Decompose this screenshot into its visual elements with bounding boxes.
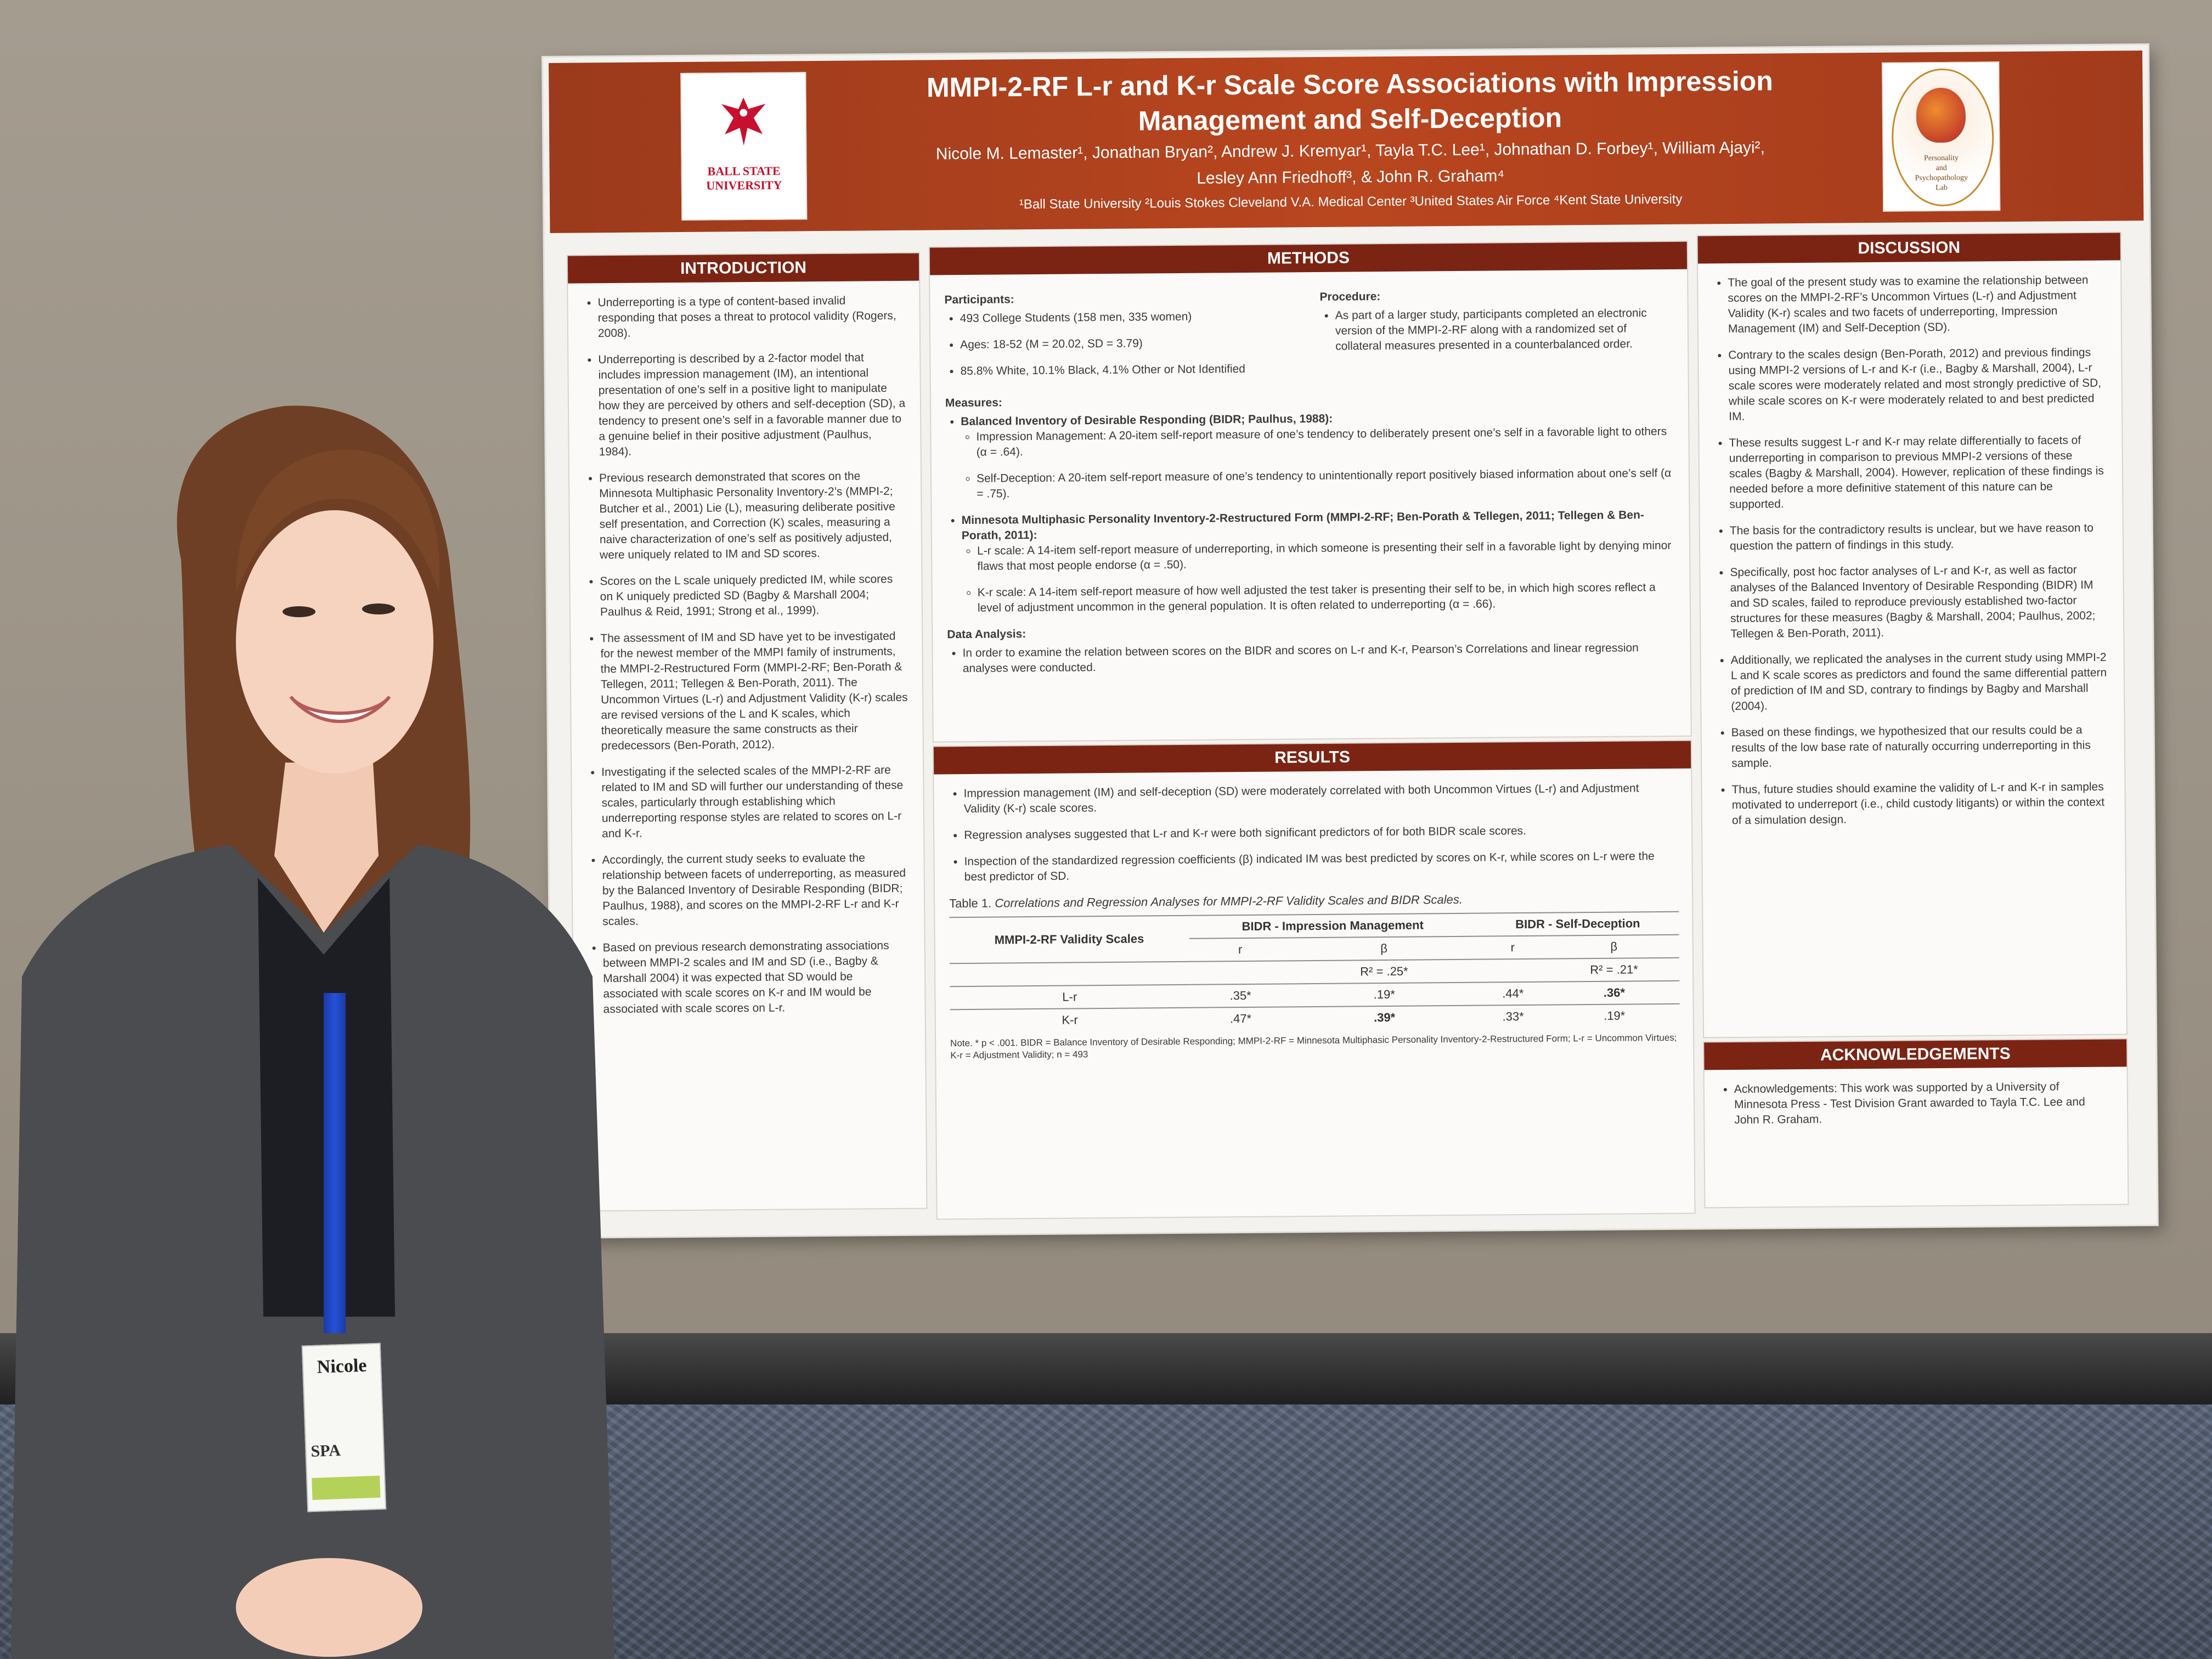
research-poster: BALL STATE UNIVERSITY MMPI-2-RF L-r and … — [543, 45, 2157, 1237]
mmpi-title: Minnesota Multiphasic Personality Invent… — [961, 509, 1644, 543]
bidr-im-text: Impression Management: A 20-item self-re… — [976, 424, 1674, 460]
table-sub-r: r — [1476, 935, 1549, 960]
psych-lab-logo: Personality and Psychopathology Lab — [1882, 61, 2001, 212]
logo-right-line3: Psychopathology — [1915, 173, 1968, 183]
name-badge: Nicole SPA — [301, 1342, 387, 1513]
poster-banner: BALL STATE UNIVERSITY MMPI-2-RF L-r and … — [549, 50, 2144, 233]
table-cell: K-r — [950, 1007, 1190, 1032]
results-bullet: Inspection of the standardized regressio… — [964, 849, 1677, 885]
table-caption: Table 1. Correlations and Regression Ana… — [949, 890, 1678, 911]
cardinal-bird-icon — [721, 97, 766, 146]
table-group-sd: BIDR - Self-Deception — [1476, 911, 1679, 936]
table-row-header: MMPI-2-RF Validity Scales — [949, 915, 1189, 964]
table-cell: .39* — [1291, 1005, 1477, 1030]
discussion-bullet: The goal of the present study was to exa… — [1728, 273, 2107, 337]
table-cell: .36* — [1549, 980, 1680, 1005]
poster-title: MMPI-2-RF L-r and K-r Scale Score Associ… — [834, 63, 1866, 141]
results-section: RESULTS Impression management (IM) and s… — [932, 740, 1696, 1220]
bidr-sd-text: Self-Deception: A 20-item self-report me… — [977, 466, 1674, 502]
head-silhouette-icon — [1916, 87, 1966, 143]
table-r2-sd: R² = .21* — [1548, 957, 1680, 982]
table-caption-prefix: Table 1. — [949, 896, 992, 911]
ball-state-logo: BALL STATE UNIVERSITY — [680, 72, 808, 221]
discussion-heading: DISCUSSION — [1697, 233, 2120, 264]
table-cell: .33* — [1477, 1005, 1549, 1028]
discussion-bullet: These results suggest L-r and K-r may re… — [1729, 433, 2108, 512]
mmpi-kr-text: K-r scale: A 14-item self-report measure… — [978, 580, 1675, 616]
procedure-label: Procedure: — [1319, 290, 1381, 303]
methods-section: METHODS Participants: 493 College Studen… — [928, 240, 1692, 743]
discussion-bullet: Based on these findings, we hypothesized… — [1731, 723, 2111, 771]
table-cell: .47* — [1189, 1007, 1292, 1030]
badge-ribbon — [312, 1475, 381, 1500]
discussion-bullet: Specifically, post hoc factor analyses o… — [1730, 562, 2109, 642]
table-group-im: BIDR - Impression Management — [1189, 913, 1477, 939]
poster-authors: Nicole M. Lemaster¹, Jonathan Bryan², An… — [834, 134, 1866, 195]
discussion-bullet: Thus, future studies should examine the … — [1731, 780, 2111, 828]
results-bullet: Regression analyses suggested that L-r a… — [964, 822, 1677, 843]
badge-org: SPA — [310, 1441, 341, 1461]
results-table: MMPI-2-RF Validity Scales BIDR - Impress… — [949, 911, 1680, 1032]
acknowledgements-heading: ACKNOWLEDGEMENTS — [1704, 1039, 2127, 1070]
table-cell: .44* — [1477, 981, 1549, 1006]
table-cell: L-r — [950, 984, 1190, 1010]
table-r2-im: R² = .25* — [1291, 959, 1477, 984]
logo-right-line2: and — [1936, 163, 1947, 173]
discussion-section: DISCUSSION The goal of the present study… — [1696, 232, 2128, 1039]
table-sub-r: r — [1189, 938, 1291, 962]
participant-item: Ages: 18-52 (M = 20.02, SD = 3.79) — [960, 335, 1298, 353]
measures-label: Measures: — [945, 396, 1002, 410]
discussion-bullet: The basis for the contradictory results … — [1730, 521, 2108, 554]
procedure-text: As part of a larger study, participants … — [1335, 306, 1674, 354]
discussion-bullet: Contrary to the scales design (Ben-Porat… — [1728, 345, 2107, 425]
table-sub-b: β — [1548, 934, 1679, 959]
acknowledgements-section: ACKNOWLEDGEMENTS Acknowledgements: This … — [1703, 1038, 2129, 1209]
logo-right-line4: Lab — [1935, 183, 1948, 193]
badge-name: Nicole — [317, 1355, 368, 1378]
table-cell: .35* — [1189, 984, 1292, 1008]
table-cell: .19* — [1549, 1003, 1680, 1028]
bidr-title: Balanced Inventory of Desirable Respondi… — [961, 412, 1333, 428]
results-bullet: Impression management (IM) and self-dece… — [963, 781, 1677, 817]
mmpi-lr-text: L-r scale: A 14-item self-report measure… — [977, 538, 1675, 574]
participants-label: Participants: — [944, 293, 1014, 307]
poster-affiliations: ¹Ball State University ²Louis Stokes Cle… — [1019, 191, 1683, 212]
table-cell: .19* — [1291, 982, 1477, 1007]
discussion-bullet: Additionally, we replicated the analyses… — [1731, 650, 2110, 714]
logo-left-line2: UNIVERSITY — [706, 178, 782, 193]
table-sub-b: β — [1291, 936, 1477, 961]
table-note: Note. * p < .001. BIDR = Balance Invento… — [950, 1032, 1677, 1061]
analysis-text: In order to examine the relation between… — [962, 640, 1675, 676]
participant-item: 493 College Students (158 men, 335 women… — [960, 308, 1298, 326]
logo-left-line1: BALL STATE — [707, 163, 781, 178]
participant-item: 85.8% White, 10.1% Black, 4.1% Other or … — [960, 361, 1298, 379]
acknowledgements-text: Acknowledgements: This work was supporte… — [1734, 1079, 2113, 1128]
table-caption-text: Correlations and Regression Analyses for… — [995, 892, 1463, 910]
analysis-label: Data Analysis: — [947, 628, 1026, 641]
blue-lanyard — [324, 993, 346, 1333]
logo-right-line1: Personality — [1923, 154, 1959, 163]
